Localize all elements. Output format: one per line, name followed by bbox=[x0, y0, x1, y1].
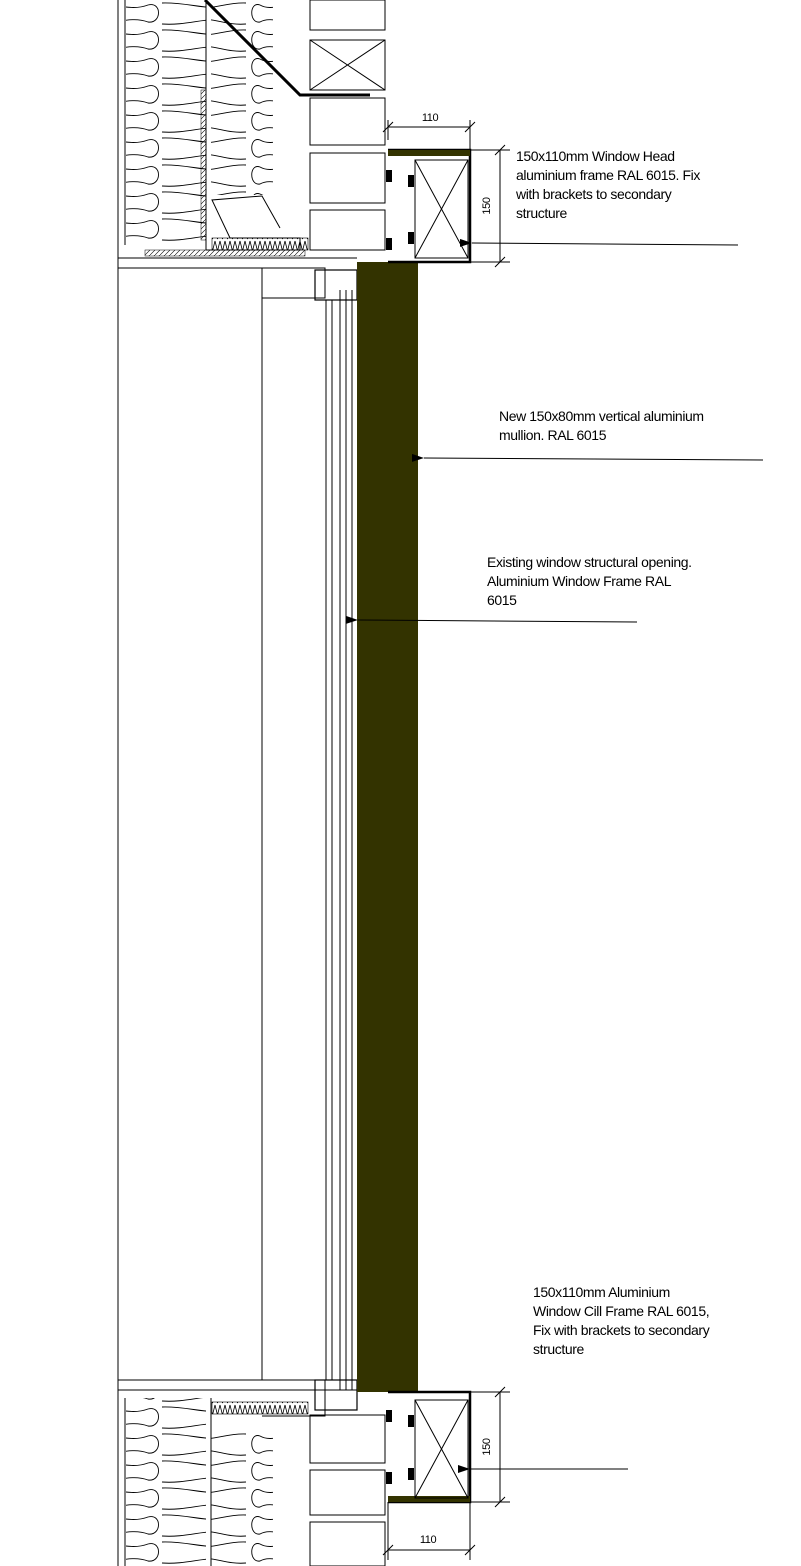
wall-section bbox=[117, 0, 386, 1566]
cill-frame bbox=[386, 1390, 472, 1504]
annotation-line: 150x110mm Aluminium bbox=[533, 1284, 670, 1300]
annotation-line: New 150x80mm vertical aluminium bbox=[499, 408, 704, 424]
dimension-label: 110 bbox=[420, 1534, 437, 1546]
annotation-line: aluminium frame RAL 6015. Fix bbox=[516, 167, 700, 183]
annotation-line: with brackets to secondary bbox=[515, 186, 672, 202]
annotation-line: structure bbox=[533, 1341, 584, 1357]
annotation-line: Aluminium Window Frame RAL bbox=[487, 573, 672, 589]
annotation-line: mullion. RAL 6015 bbox=[499, 427, 607, 443]
annotation-line: 150x110mm Window Head bbox=[516, 148, 675, 164]
annotation-line: Window Cill Frame RAL 6015, bbox=[533, 1303, 709, 1319]
dimension-label: 150 bbox=[481, 1438, 493, 1455]
head-frame bbox=[386, 148, 472, 264]
annotation-line: structure bbox=[516, 205, 567, 221]
mullion bbox=[357, 262, 418, 1392]
dimension-lines bbox=[382, 120, 510, 1560]
annotation-line: Existing window structural opening. bbox=[487, 554, 692, 570]
annotation-line: Fix with brackets to secondary bbox=[533, 1322, 710, 1338]
leaders bbox=[345, 238, 764, 1473]
dimension-label: 150 bbox=[481, 197, 493, 214]
annotation-line: 6015 bbox=[487, 592, 517, 608]
annotations: 150x110mm Window Head aluminium frame RAL… bbox=[487, 148, 710, 1357]
dimension-label: 110 bbox=[422, 112, 439, 124]
